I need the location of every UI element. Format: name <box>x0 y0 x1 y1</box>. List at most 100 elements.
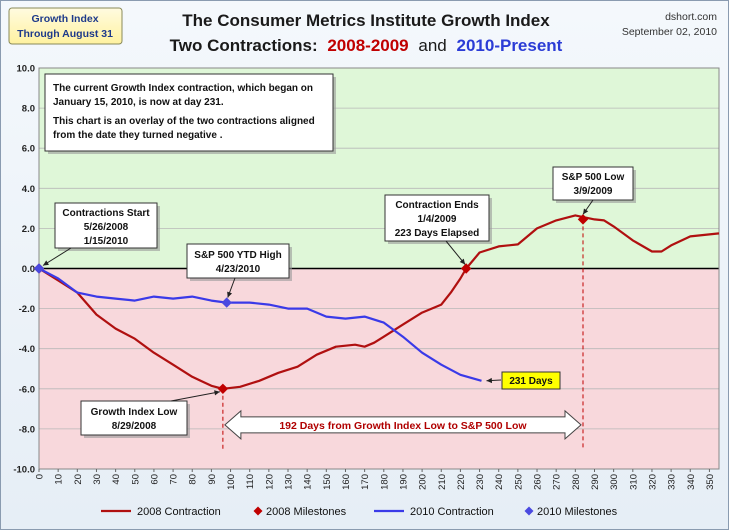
milestone-2010-point <box>33 263 45 274</box>
ends-date: 1/4/2009 <box>418 214 457 225</box>
gi-low-callout <box>80 400 188 436</box>
ytd-title: S&P 500 YTD High <box>194 250 281 261</box>
x-tick-label: 340 <box>686 474 697 490</box>
header: Growth Index Through August 31 The Consu… <box>8 7 717 55</box>
sp-low-date: 3/9/2009 <box>574 186 613 197</box>
x-tick-label: 210 <box>437 474 448 490</box>
x-tick-label: 230 <box>475 474 486 490</box>
start-2008-date: 5/26/2008 <box>84 222 129 233</box>
gi-low-arrow <box>170 391 220 402</box>
gi-low-date: 8/29/2008 <box>112 421 157 432</box>
x-tick-label: 30 <box>92 474 103 485</box>
x-tick-label: 140 <box>303 474 314 490</box>
x-tick-label: 130 <box>284 474 295 490</box>
series-2010-line <box>38 267 482 382</box>
legend: 2008 Contraction 2008 Milestones 2010 Cont… <box>101 506 618 518</box>
legend-2008-contraction-label: 2008 Contraction <box>137 506 221 518</box>
y-tick-label: 0.0 <box>22 264 35 275</box>
y-tick-label: 6.0 <box>22 144 35 155</box>
ytd-arrow-head <box>227 291 233 298</box>
start-arrow-head <box>43 260 49 266</box>
x-tick-label: 290 <box>590 474 601 490</box>
x-tick-label: 40 <box>111 474 122 485</box>
y-tick-label: -2.0 <box>19 304 35 315</box>
sp-low-arrow-head <box>583 208 589 215</box>
subtitle-2010: 2010-Present <box>457 36 563 55</box>
ytd-high-callout <box>186 243 290 279</box>
x-tick-label: 80 <box>188 474 199 485</box>
gi-low-title: Growth Index Low <box>91 407 178 418</box>
x-tick-label: 180 <box>379 474 390 490</box>
x-tick-label: 70 <box>169 474 180 485</box>
date-label: September 02, 2010 <box>622 26 717 38</box>
y-tick-label: 4.0 <box>22 184 35 195</box>
milestone-2008-point <box>217 383 229 395</box>
legend-2010-milestones-label: 2010 Milestones <box>537 506 618 518</box>
x-tick-label: 10 <box>54 474 65 485</box>
x-tick-label: 250 <box>513 474 524 490</box>
x-tick-label: 280 <box>571 474 582 490</box>
period-badge <box>8 7 123 45</box>
y-tick-label: 10.0 <box>17 64 36 75</box>
chart-title: The Consumer Metrics Institute Growth In… <box>182 11 550 30</box>
start-title: Contractions Start <box>62 208 150 219</box>
x-tick-label: 320 <box>647 474 658 490</box>
x-tick-label: 100 <box>226 474 237 490</box>
milestone-2010-point <box>221 297 232 308</box>
x-tick-label: 170 <box>360 474 371 490</box>
subtitle-and: and <box>418 36 446 55</box>
badge-line2: Through August 31 <box>17 28 113 40</box>
source-label: dshort.com <box>665 11 717 23</box>
info-line2: January 15, 2010, is now at day 231. <box>53 97 224 108</box>
x-tick-label: 300 <box>609 474 620 490</box>
x-tick-label: 50 <box>130 474 141 485</box>
badge-line1: Growth Index <box>31 13 98 25</box>
y-tick-label: -6.0 <box>19 384 35 395</box>
x-tick-label: 240 <box>494 474 505 490</box>
legend-2008-milestones-swatch <box>253 506 263 516</box>
x-tick-label: 160 <box>341 474 352 490</box>
legend-2008-milestones-label: 2008 Milestones <box>266 506 347 518</box>
start-2010-date: 1/15/2010 <box>84 236 129 247</box>
x-tick-label: 110 <box>245 474 256 489</box>
days-arrow-head <box>486 377 493 384</box>
start-callout <box>54 202 158 249</box>
y-tick-label: -8.0 <box>19 424 35 435</box>
subtitle-prefix: Two Contractions: <box>170 36 318 55</box>
y-tick-label: -10.0 <box>13 465 35 476</box>
x-tick-label: 150 <box>322 474 333 490</box>
x-tick-label: 20 <box>73 474 84 485</box>
range-label: 192 Days from Growth Index Low to S&P 50… <box>279 420 527 432</box>
chart-subtitle: Two Contractions: 2008-2009 and 2010-Pre… <box>170 36 563 55</box>
legend-2010-milestones-swatch <box>524 506 534 516</box>
ends-callout <box>384 194 490 242</box>
subtitle-2008: 2008-2009 <box>327 36 408 55</box>
x-tick-label: 330 <box>667 474 678 490</box>
annotations: The current Growth Index contraction, wh… <box>42 73 636 440</box>
info-line4: from the date they turned negative . <box>53 130 223 141</box>
x-tick-label: 0 <box>35 474 46 479</box>
x-tick-label: 120 <box>264 474 275 490</box>
ytd-date: 4/23/2010 <box>216 264 261 275</box>
x-tick-label: 350 <box>705 474 716 490</box>
milestone-2008-point <box>577 214 589 225</box>
days-badge <box>501 371 561 390</box>
y-tick-label: -4.0 <box>19 344 35 355</box>
y-tick-label: 8.0 <box>22 104 35 115</box>
info-box <box>44 73 334 152</box>
start-arrow <box>42 247 72 266</box>
range-double-arrow <box>224 409 582 440</box>
x-tick-label: 260 <box>533 474 544 490</box>
x-tick-label: 190 <box>398 474 409 490</box>
x-tick-label: 60 <box>149 474 160 485</box>
ends-arrow-head <box>459 258 466 265</box>
x-tick-label: 220 <box>456 474 467 490</box>
info-line1: The current Growth Index contraction, wh… <box>53 83 313 94</box>
legend-2010-contraction-label: 2010 Contraction <box>410 506 494 518</box>
gi-low-arrow-head <box>214 390 220 396</box>
ends-title: Contraction Ends <box>395 200 479 211</box>
ends-elapsed: 223 Days Elapsed <box>395 228 480 239</box>
sp-low-title: S&P 500 Low <box>562 172 625 183</box>
